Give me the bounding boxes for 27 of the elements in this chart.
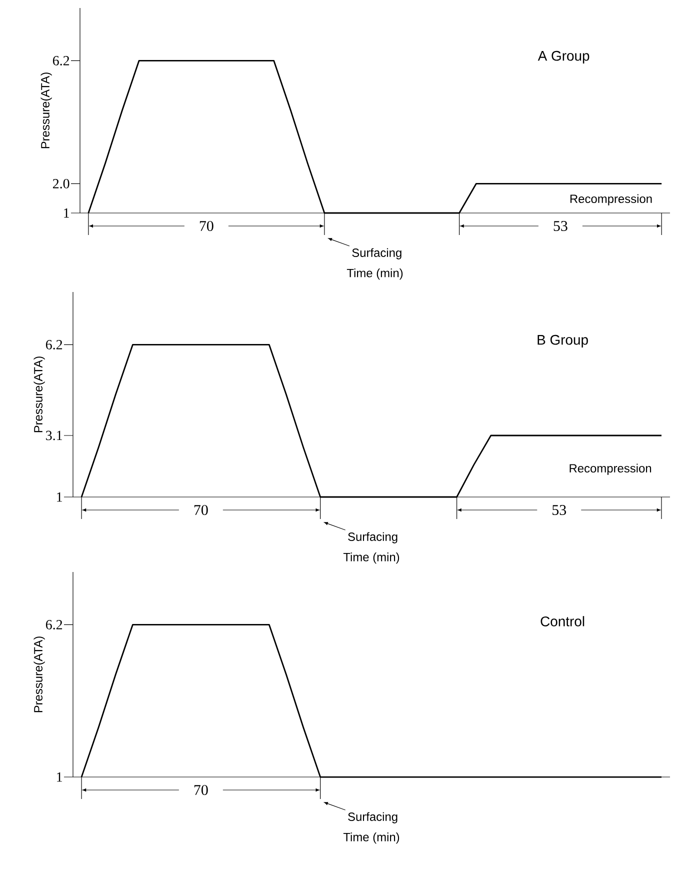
y-axis-title: Pressure(ATA) — [40, 72, 52, 148]
x-axis-title: Time (min) — [343, 552, 400, 564]
y-tick-label: 6.2 — [46, 620, 62, 630]
y-tick-label: 3.1 — [46, 430, 62, 440]
y-axis-title: Pressure(ATA) — [34, 636, 45, 712]
y-tick-label: 1 — [57, 492, 62, 502]
text: Surfacing — [352, 248, 402, 260]
text: 70 — [200, 220, 214, 232]
y-tick-label: 6.2 — [52, 56, 70, 66]
text: Surfacing — [348, 812, 398, 824]
text: B Group — [538, 334, 588, 348]
y-tick-label: 2.0 — [52, 178, 70, 188]
annotation: Recompression — [570, 194, 652, 206]
text: Control — [540, 616, 584, 626]
text: A Group — [538, 50, 590, 64]
text: 53 — [552, 504, 566, 516]
text: Surfacing — [348, 532, 398, 544]
text: 70 — [194, 504, 208, 516]
x-axis-title: Time (min) — [343, 832, 400, 844]
text: 53 — [554, 220, 568, 232]
annotation: Recompression — [570, 464, 652, 475]
y-axis-title: Pressure(ATA) — [34, 356, 45, 432]
y-tick-label: 1 — [64, 208, 69, 218]
y-tick-label: 1 — [57, 772, 62, 782]
text: 70 — [194, 784, 208, 796]
x-axis-title: Time (min) — [346, 268, 403, 280]
y-tick-label: 6.2 — [46, 340, 62, 350]
